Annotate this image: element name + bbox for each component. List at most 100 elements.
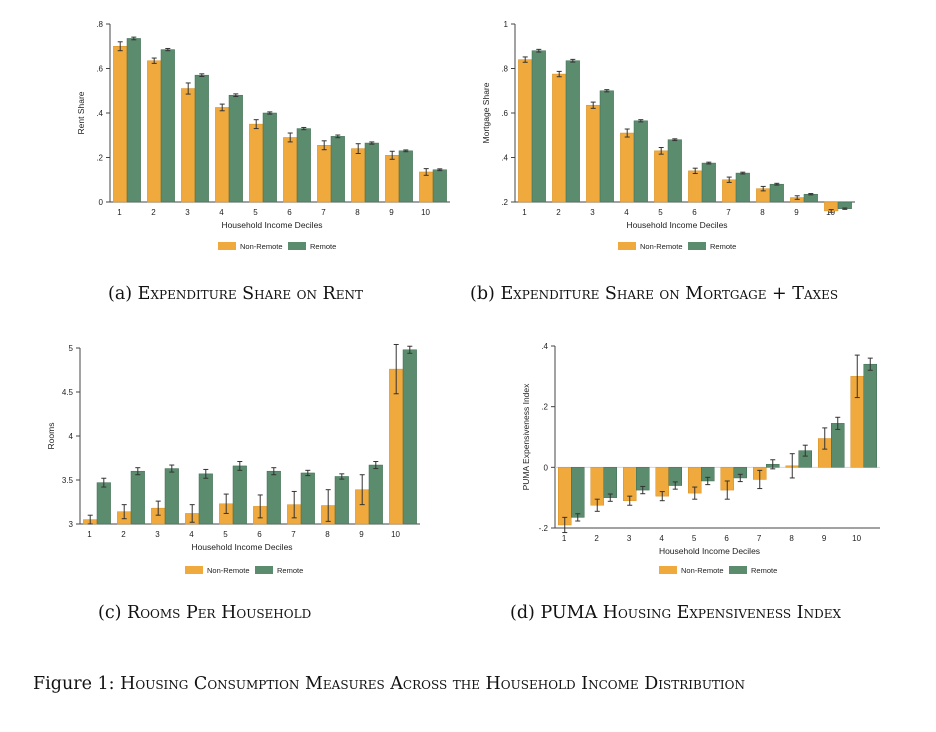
x-tick-label: 1: [87, 530, 92, 539]
x-tick-label: 7: [726, 208, 731, 217]
x-tick-label: 7: [291, 530, 296, 539]
y-tick-label: -.2: [539, 524, 549, 533]
legend-swatch-remote: [688, 242, 706, 250]
bar-remote: [565, 60, 580, 203]
bar-remote: [402, 349, 417, 525]
bar-remote: [735, 172, 750, 203]
x-tick-label: 5: [658, 208, 663, 217]
bar-non-remote: [688, 170, 703, 203]
bar-remote: [194, 74, 209, 203]
x-tick-label: 10: [421, 208, 430, 217]
legend-swatch-non-remote: [185, 566, 203, 574]
legend-label-non-remote: Non-Remote: [681, 566, 724, 575]
x-tick-label: 3: [155, 530, 160, 539]
y-axis-title: Mortgage Share: [481, 82, 491, 143]
bar-remote: [432, 169, 447, 203]
bar-remote: [198, 473, 213, 525]
bar-remote: [266, 470, 281, 525]
x-tick-label: 3: [590, 208, 595, 217]
legend-label-remote: Remote: [710, 242, 736, 251]
caption-c-text: Rooms Per Household: [127, 603, 312, 623]
y-axis-title: Rent Share: [76, 91, 86, 134]
legend-label-non-remote: Non-Remote: [207, 566, 250, 575]
bar-remote: [330, 136, 345, 203]
bar-remote: [603, 467, 617, 498]
x-tick-label: 8: [325, 530, 330, 539]
caption-c-label: (c): [98, 603, 122, 623]
x-tick-label: 5: [223, 530, 228, 539]
x-tick-label: 7: [321, 208, 326, 217]
bar-remote: [96, 482, 111, 525]
x-tick-label: 6: [257, 530, 262, 539]
x-tick-label: 3: [185, 208, 190, 217]
x-tick-label: 4: [624, 208, 629, 217]
bar-non-remote: [249, 123, 264, 203]
bar-remote: [667, 139, 682, 203]
x-tick-label: 10: [391, 530, 400, 539]
legend-swatch-non-remote: [618, 242, 636, 250]
chart-a: 0 .2 .4 .6 .8 Rent Share 1 2 3 4 5 6 7 8 9 10 Household …: [76, 20, 450, 251]
legend-swatch-non-remote: [659, 566, 677, 574]
bar-non-remote: [586, 104, 601, 203]
y-tick-label: 4.5: [62, 388, 74, 397]
caption-a: (a) Expenditure Share on Rent: [108, 282, 448, 306]
y-tick-label: .6: [96, 65, 103, 74]
figure-caption-label: Figure 1:: [33, 674, 115, 694]
figure-caption-text: Housing Consumption Measures Across the …: [120, 674, 746, 694]
legend-label-non-remote: Non-Remote: [640, 242, 683, 251]
bar-remote: [126, 38, 141, 203]
x-tick-label: 1: [562, 534, 567, 543]
caption-d: (d) PUMA Housing Expensiveness Index: [510, 601, 910, 625]
y-tick-label: .2: [501, 198, 508, 207]
caption-b-label: (b): [470, 284, 495, 304]
bar-non-remote: [558, 467, 572, 526]
x-tick-label: 3: [627, 534, 632, 543]
bar-remote: [300, 472, 315, 525]
y-tick-label: 0: [544, 463, 549, 472]
x-tick-label: 2: [151, 208, 156, 217]
chart-c: 3 3.5 4 4.5 5 Rooms 1 2 3 4 5 6 7 8 9 10 Household Incom…: [46, 343, 420, 575]
y-tick-label: 4: [69, 432, 74, 441]
chart-d: -.2 0 .2 .4 PUMA Expensiveness Index 1 2 3 4 5 6 7 8…: [521, 342, 880, 575]
y-tick-label: .4: [501, 154, 508, 163]
bar-remote: [769, 183, 784, 203]
y-tick-label: 3: [69, 520, 74, 529]
bar-non-remote: [385, 155, 400, 203]
bar-non-remote: [283, 137, 298, 203]
bar-non-remote: [654, 150, 669, 203]
x-tick-label: 1: [522, 208, 527, 217]
y-tick-label: .6: [501, 109, 508, 118]
bar-non-remote: [147, 60, 162, 203]
x-tick-label: 8: [355, 208, 360, 217]
bar-remote: [228, 94, 243, 203]
y-tick-label: .8: [501, 65, 508, 74]
caption-a-label: (a): [108, 284, 133, 304]
x-tick-label: 6: [287, 208, 292, 217]
y-tick-label: .4: [96, 109, 103, 118]
caption-a-text: Expenditure Share on Rent: [137, 284, 363, 304]
x-axis-title: Household Income Deciles: [221, 220, 322, 230]
bar-remote: [364, 142, 379, 203]
x-tick-label: 4: [189, 530, 194, 539]
y-tick-label: 5: [69, 344, 74, 353]
x-tick-label: 9: [389, 208, 394, 217]
bar-non-remote: [317, 145, 332, 203]
y-tick-label: 3.5: [62, 476, 74, 485]
x-tick-label: 1: [117, 208, 122, 217]
legend-swatch-remote: [288, 242, 306, 250]
legend-label-non-remote: Non-Remote: [240, 242, 283, 251]
bar-remote: [164, 468, 179, 525]
x-tick-label: 9: [359, 530, 364, 539]
x-tick-label: 10: [852, 534, 861, 543]
x-tick-label: 8: [789, 534, 794, 543]
x-axis-title: Household Income Deciles: [659, 546, 760, 556]
bar-remote: [296, 128, 311, 203]
legend-label-remote: Remote: [751, 566, 777, 575]
x-axis-title: Household Income Deciles: [191, 542, 292, 552]
bar-non-remote: [552, 73, 567, 203]
x-tick-label: 2: [121, 530, 126, 539]
bar-remote: [160, 49, 175, 203]
y-axis-title: Rooms: [46, 423, 56, 450]
bar-remote: [368, 464, 383, 525]
